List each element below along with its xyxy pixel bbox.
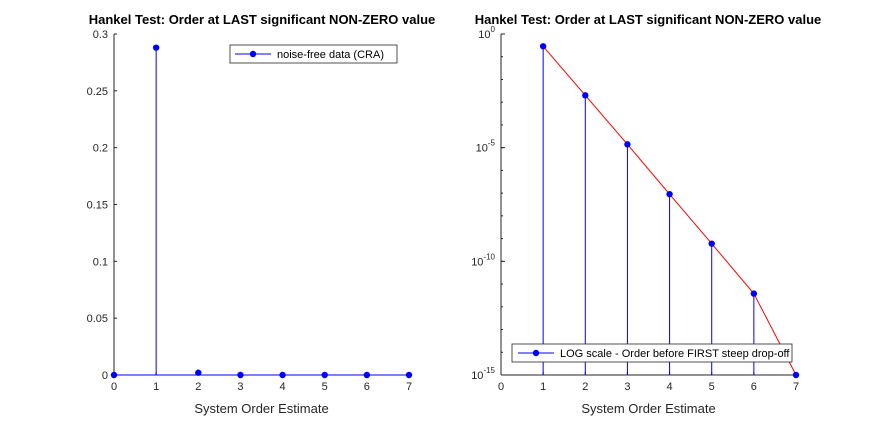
left-series [110, 44, 413, 379]
right-y-tick-label: 100 [478, 25, 495, 41]
left-x-tick-label: 2 [195, 381, 201, 393]
left-y-tick-label: 0.2 [93, 143, 108, 155]
left-axes: 0 1 2 3 4 5 6 7 0 0.05 0.1 0.15 0.2 0.25 0.3 [87, 29, 412, 393]
right-x-tick-label: 3 [624, 381, 630, 393]
left-chart-title: Hankel Test: Order at LAST significant N… [89, 12, 436, 27]
right-legend-label: LOG scale - Order before FIRST steep dro… [560, 348, 790, 360]
left-x-tick-label: 6 [364, 381, 370, 393]
right-panel: Hankel Test: Order at LAST significant N… [471, 12, 821, 416]
left-x-axis-label: System Order Estimate [194, 401, 328, 416]
right-x-axis-label: System Order Estimate [581, 401, 715, 416]
left-panel: Hankel Test: Order at LAST significant N… [87, 12, 436, 416]
right-data-point [708, 240, 715, 247]
left-y-tick-label: 0.1 [93, 256, 108, 268]
left-y-tick-label: 0.25 [87, 86, 108, 98]
right-x-tick-label: 0 [498, 381, 504, 393]
right-legend-marker [532, 349, 540, 357]
right-y-tick-label: 10-15 [471, 366, 495, 382]
left-y-tick-label: 0 [102, 370, 108, 382]
left-x-tick-label: 5 [322, 381, 328, 393]
right-x-tick-label: 7 [793, 381, 799, 393]
left-y-tick-label: 0.05 [87, 313, 108, 325]
left-legend-label: noise-free data (CRA) [277, 49, 384, 61]
right-axes: 0 1 2 3 4 5 6 7 100 10-5 10-10 10-15 [471, 25, 799, 393]
right-data-point [539, 43, 547, 50]
left-x-tick-label: 3 [237, 381, 243, 393]
right-data-point [582, 92, 589, 99]
left-y-tick-label: 0.3 [93, 29, 108, 41]
right-series [539, 43, 800, 379]
right-x-tick-label: 1 [540, 381, 546, 393]
right-data-point [792, 371, 800, 379]
right-x-tick-label: 5 [709, 381, 715, 393]
right-legend: LOG scale - Order before FIRST steep dro… [511, 343, 793, 363]
right-y-tick-label: 10-5 [476, 139, 496, 155]
right-data-point [750, 290, 758, 297]
right-legend-box [511, 343, 793, 363]
left-legend: noise-free data (CRA) [229, 44, 398, 64]
left-y-tick-label: 0.15 [87, 200, 108, 212]
left-x-tick-label: 1 [153, 381, 159, 393]
right-data-point [666, 190, 673, 198]
left-data-point [152, 44, 160, 51]
right-data-point [624, 141, 631, 148]
left-x-tick-label: 4 [280, 381, 286, 393]
left-legend-box [229, 44, 398, 64]
left-data-point [195, 369, 202, 376]
right-y-tick-label: 10-10 [471, 252, 495, 268]
right-chart-title: Hankel Test: Order at LAST significant N… [475, 12, 822, 27]
right-x-tick-label: 6 [751, 381, 757, 393]
right-x-tick-label: 4 [667, 381, 673, 393]
right-x-tick-label: 2 [582, 381, 588, 393]
left-x-tick-label: 0 [111, 381, 117, 393]
left-legend-marker [249, 50, 257, 58]
left-x-tick-label: 7 [406, 381, 412, 393]
